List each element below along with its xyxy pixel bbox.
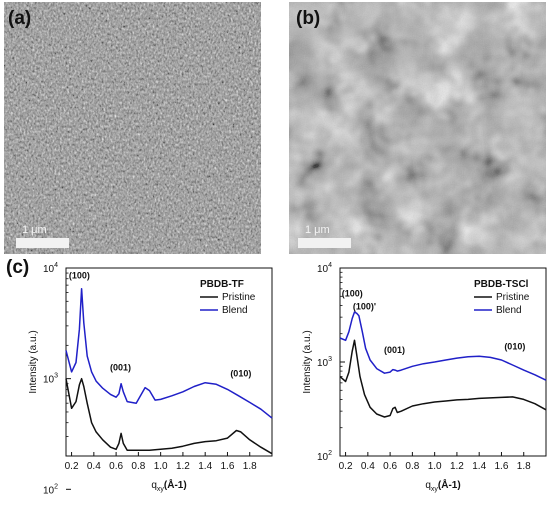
scale-bar-label-a: 1 μm [22,224,47,236]
chart1-y-tick-label: 102 [43,483,58,496]
chart1-title: PBDB-TF [200,279,244,290]
chart2-peak-label: (010) [504,342,525,352]
chart1-peak-label: (100) [69,271,90,281]
chart2-peak-label: (001) [384,345,405,355]
chart1-x-tick-label: 0.6 [109,461,123,472]
panel-label-b: (b) [296,8,321,29]
micrograph-a-texture [4,2,261,254]
chart2-x-tick-label: 0.6 [383,461,397,472]
chart2-x-axis-label: qxy(Å-1) [425,478,460,493]
chart2-series-pristine [339,339,547,418]
chart2-legend-label-pristine: Pristine [496,292,530,303]
chart1-x-tick-label: 1.0 [154,461,168,472]
scale-bar-label-b: 1 μm [305,224,330,236]
chart1-x-tick-label: 1.8 [243,461,257,472]
chart2-x-tick-label: 0.4 [361,461,375,472]
chart1-peak-label: (010) [230,368,251,378]
panel-label-c: (c) [6,257,30,278]
chart2-x-tick-label: 0.2 [339,461,353,472]
chart1-y-axis-label: Intensity (a.u.) [28,330,39,393]
micrograph-b [289,2,546,254]
chart1-x-tick-label: 0.2 [65,461,79,472]
chart2-x-tick-label: 1.0 [428,461,442,472]
scale-bar-a [16,238,69,248]
chart1-x-tick-label: 0.8 [131,461,145,472]
chart2-x-tick-label: 1.2 [450,461,464,472]
chart1-legend-label-blend: Blend [222,305,248,316]
chart1-x-tick-label: 0.4 [87,461,101,472]
chart1-y-tick-label: 104 [43,262,58,275]
chart2-x-tick-label: 1.6 [495,461,509,472]
micrograph-a [4,2,261,254]
chart2-y-tick-label: 103 [317,356,332,369]
chart2-peak-label: (100) [342,288,363,298]
chart1-series-pristine [65,377,273,455]
chart2-x-tick-label: 1.8 [517,461,531,472]
chart2-y-tick-label: 102 [317,450,332,463]
panel-label-a: (a) [8,8,32,29]
chart1-x-tick-label: 1.2 [176,461,190,472]
chart1-legend-label-pristine: Pristine [222,292,256,303]
chart2-x-tick-label: 1.4 [472,461,486,472]
chart2-x-tick-label: 0.8 [405,461,419,472]
chart2-peak-label: (100)' [353,302,376,312]
chart2-legend-label-blend: Blend [496,305,522,316]
chart1-x-tick-label: 1.4 [198,461,212,472]
chart1-x-axis-label: qxy(Å-1) [151,478,186,493]
chart1-peak-label: (001) [110,363,131,373]
chart1-series-blend [65,287,273,419]
chart1-x-tick-label: 1.6 [221,461,235,472]
micrograph-b-texture [289,2,546,254]
scale-bar-b [298,238,351,248]
chart1-frame [65,267,273,457]
chart1-y-tick-label: 103 [43,373,58,386]
chart2-y-axis-label: Intensity (a.u.) [302,330,313,393]
chart2-title: PBDB-TSCl [474,279,529,290]
chart2-y-tick-label: 104 [317,262,332,275]
chart2-series-blend [339,311,547,381]
